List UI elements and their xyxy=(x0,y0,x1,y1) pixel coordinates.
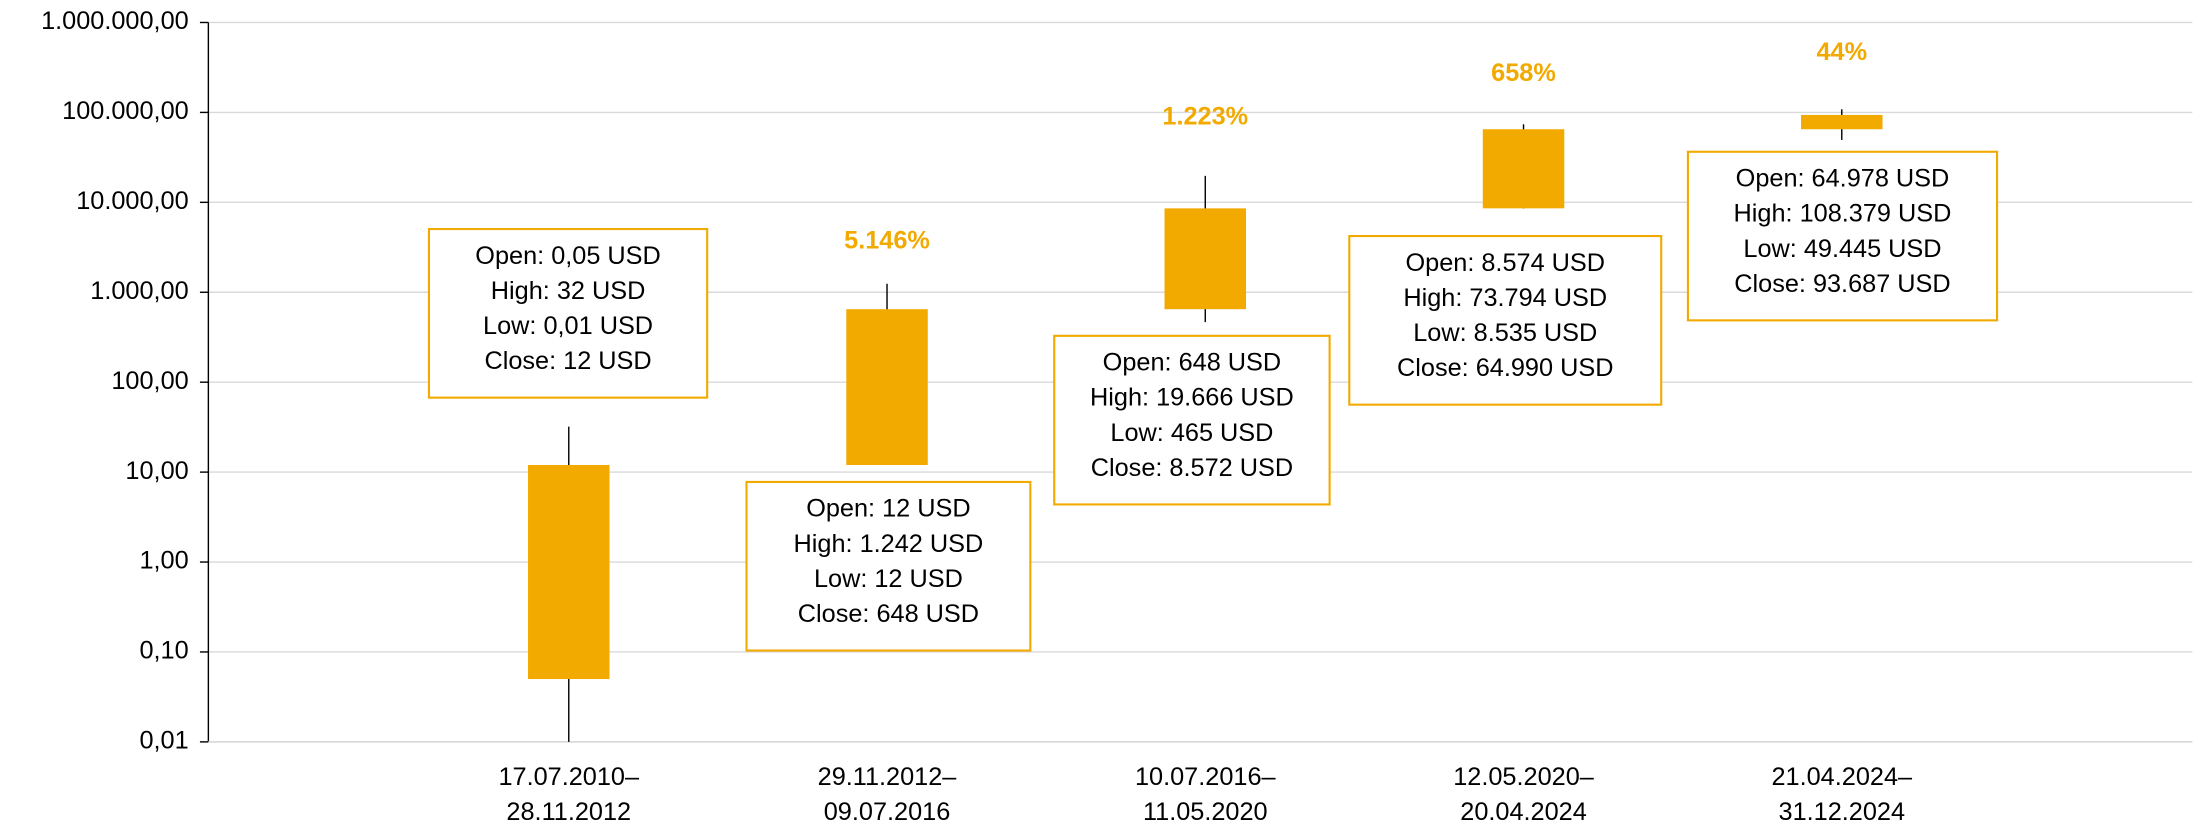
x-tick-label: 11.05.2020 xyxy=(1143,798,1268,826)
info-label: Close: 8.572 USD xyxy=(1091,454,1293,482)
y-tick-label: 1.000.000,00 xyxy=(41,7,189,35)
info-label: Open: 12 USD xyxy=(806,495,970,523)
info-label: Low: 8.535 USD xyxy=(1413,319,1597,347)
candle-body xyxy=(1801,114,1883,130)
x-tick-label: 29.11.2012– xyxy=(818,763,958,791)
info-label: High: 73.794 USD xyxy=(1403,284,1607,312)
change-label: 5.146% xyxy=(844,226,930,254)
y-tick-label: 1.000,00 xyxy=(90,277,188,305)
info-label: Close: 93.687 USD xyxy=(1734,270,1950,298)
x-tick-label: 12.05.2020– xyxy=(1453,763,1595,791)
info-label: Open: 64.978 USD xyxy=(1736,165,1950,193)
info-label: Open: 0,05 USD xyxy=(475,242,661,270)
info-box xyxy=(745,480,1032,652)
info-label: Low: 0,01 USD xyxy=(483,312,653,340)
info-box xyxy=(1686,150,1999,322)
info-box xyxy=(1053,334,1331,506)
info-label: Open: 8.574 USD xyxy=(1405,249,1605,277)
y-tick-label: 100,00 xyxy=(111,367,188,395)
y-tick-label: 1,00 xyxy=(139,547,188,575)
x-tick-label: 28.11.2012 xyxy=(506,798,631,826)
info-label: High: 1.242 USD xyxy=(794,530,984,558)
y-tick-label: 10,00 xyxy=(125,457,188,485)
x-tick-label: 21.04.2024– xyxy=(1771,763,1913,791)
info-box xyxy=(1348,235,1663,406)
info-label: Close: 12 USD xyxy=(484,347,651,375)
x-tick-label: 20.04.2024 xyxy=(1460,798,1587,826)
y-tick-label: 100.000,00 xyxy=(62,97,189,125)
candle-body xyxy=(1164,208,1247,310)
info-label: High: 19.666 USD xyxy=(1090,384,1294,412)
info-label: Close: 648 USD xyxy=(798,600,979,628)
info-label: Low: 49.445 USD xyxy=(1743,235,1941,263)
x-tick-label: 10.07.2016– xyxy=(1135,763,1277,791)
info-label: High: 32 USD xyxy=(491,277,646,305)
candle-body xyxy=(1482,129,1565,209)
x-tick-label: 31.12.2024 xyxy=(1779,798,1906,826)
info-label: Close: 64.990 USD xyxy=(1397,354,1613,382)
change-label: 658% xyxy=(1491,59,1556,87)
info-label: Open: 648 USD xyxy=(1103,349,1281,377)
y-tick-label: 10.000,00 xyxy=(76,187,188,215)
y-tick-label: 0,10 xyxy=(139,637,188,665)
info-label: High: 108.379 USD xyxy=(1734,200,1952,228)
y-tick-label: 0,01 xyxy=(139,727,188,755)
candle-body xyxy=(846,309,928,465)
x-tick-label: 17.07.2010– xyxy=(498,763,640,791)
info-label: Low: 12 USD xyxy=(814,565,963,593)
change-label: 44% xyxy=(1816,38,1867,66)
change-label: 1.223% xyxy=(1162,103,1248,131)
x-tick-label: 09.07.2016 xyxy=(824,798,951,826)
candle-body xyxy=(528,464,610,680)
info-label: Low: 465 USD xyxy=(1110,419,1273,447)
info-box xyxy=(427,227,709,399)
